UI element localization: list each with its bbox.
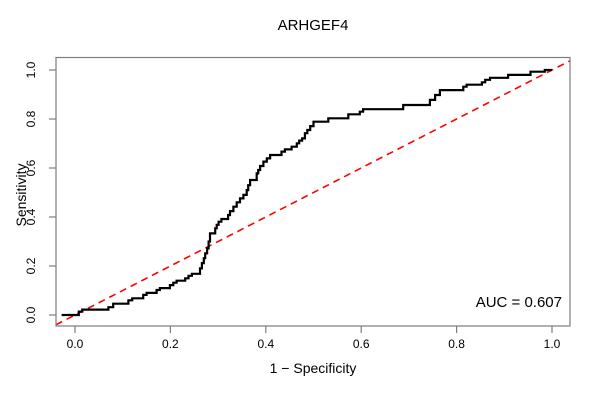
auc-annotation: AUC = 0.607 — [475, 294, 562, 311]
y-tick-label: 0.0 — [24, 306, 38, 323]
x-tick-label: 0.6 — [353, 337, 370, 351]
y-axis-label: Sensitivity — [13, 163, 29, 227]
series-group — [55, 59, 571, 326]
x-axis-label: 1 − Specificity — [269, 360, 357, 376]
roc-curve-line — [61, 68, 552, 317]
y-tick-label: 0.6 — [24, 159, 38, 176]
x-tick-label: 0.8 — [448, 337, 465, 351]
chart-title: ARHGEF4 — [277, 17, 349, 34]
chance-diagonal-line — [55, 59, 571, 326]
x-tick-label: 0.0 — [67, 337, 84, 351]
y-tick-label: 0.8 — [24, 110, 38, 127]
y-tick-label: 0.4 — [24, 208, 38, 225]
x-tick-label: 0.4 — [257, 337, 274, 351]
y-tick-label: 0.2 — [24, 257, 38, 274]
x-tick-label: 1.0 — [544, 337, 561, 351]
x-tick-label: 0.2 — [162, 337, 179, 351]
y-tick-label: 1.0 — [24, 61, 38, 78]
plot-frame — [55, 56, 571, 327]
